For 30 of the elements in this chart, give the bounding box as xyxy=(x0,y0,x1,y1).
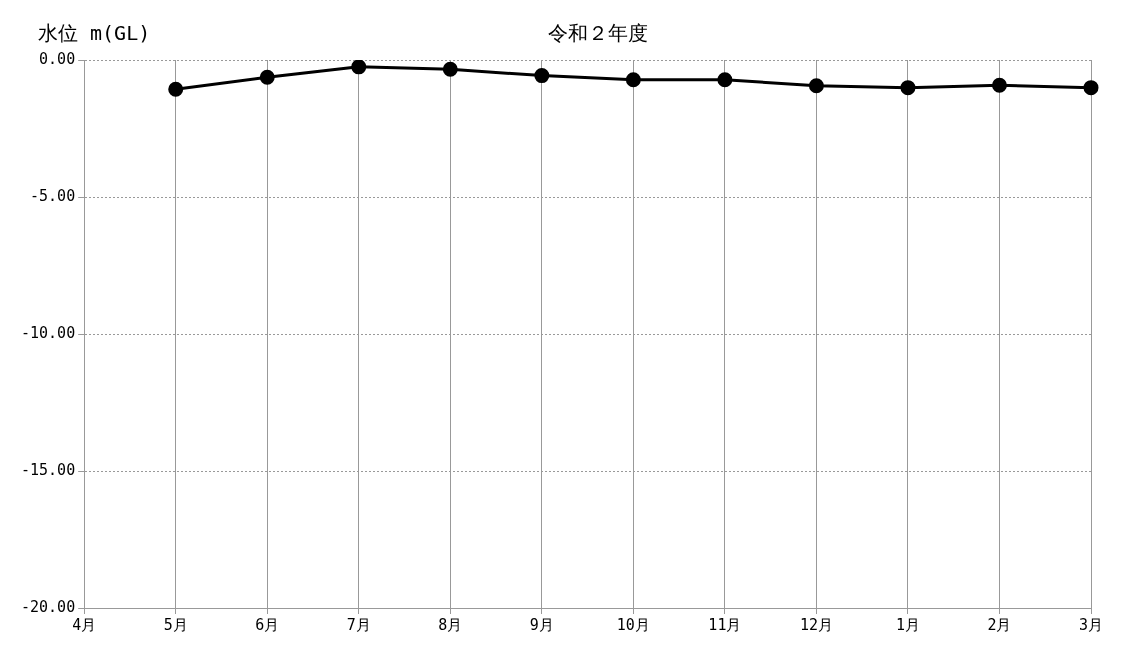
y-tick-label: 0.00 xyxy=(39,49,76,68)
x-tick-label: 6月 xyxy=(255,615,280,634)
point xyxy=(442,61,458,77)
y-axis-title: 水位 m(GL) xyxy=(38,20,151,47)
x-tick-label: 3月 xyxy=(1078,615,1104,634)
x-tick-label: 9月 xyxy=(529,615,554,634)
point xyxy=(900,80,916,96)
point xyxy=(259,69,275,85)
x-tick-label: 11月 xyxy=(708,615,742,634)
x-tick-label: 1月 xyxy=(895,615,920,634)
y-tick-label: -5.00 xyxy=(30,186,76,205)
x-tick-label: 10月 xyxy=(616,615,650,634)
y-tick-label: -10.00 xyxy=(21,323,76,342)
y-tick-label: -20.00 xyxy=(21,597,76,616)
point xyxy=(625,72,641,88)
x-tick-label: 5月 xyxy=(163,615,188,634)
x-tick-label: 12月 xyxy=(799,615,833,634)
point xyxy=(991,77,1007,93)
y-tick-label: -15.00 xyxy=(21,460,76,479)
point xyxy=(351,60,367,75)
x-tick-label: 7月 xyxy=(346,615,371,634)
x-tick-label: 8月 xyxy=(438,615,463,634)
point xyxy=(1083,80,1099,96)
chart-title: 令和２年度 xyxy=(548,21,648,45)
point xyxy=(534,68,550,84)
point xyxy=(717,72,733,88)
x-tick-label: 4月 xyxy=(72,615,97,634)
point xyxy=(808,78,824,94)
point xyxy=(168,81,184,97)
x-tick-label: 2月 xyxy=(987,615,1012,634)
